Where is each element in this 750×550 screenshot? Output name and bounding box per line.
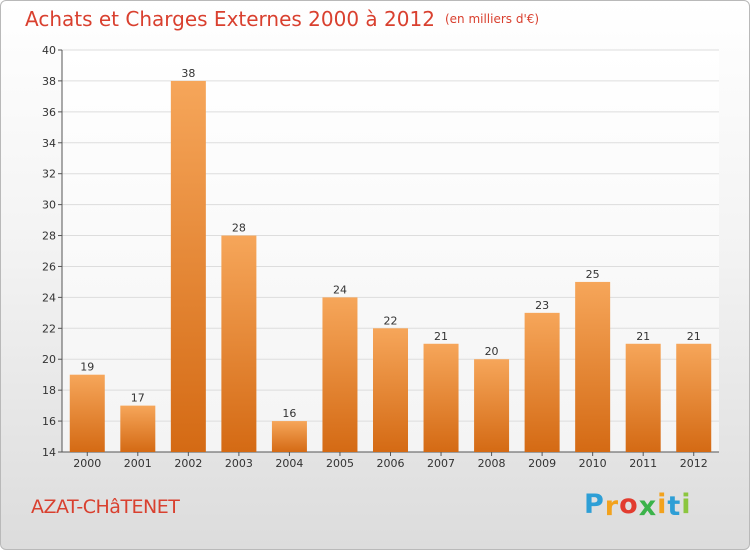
data-label: 22 [384,314,398,327]
y-tick-label: 40 [42,44,56,57]
data-label: 17 [131,392,145,405]
data-label: 19 [80,361,94,374]
data-label: 25 [586,268,600,281]
proxiti-logo: Proxiti [584,489,692,522]
x-tick-label: 2003 [225,457,253,470]
bar [120,405,156,452]
data-label: 23 [535,299,549,312]
logo-letter: x [638,491,658,522]
x-tick-label: 2006 [377,457,405,470]
data-label: 28 [232,222,246,235]
data-label: 16 [282,407,296,420]
x-tick-label: 2002 [174,457,202,470]
bar [524,312,560,452]
logo-letter: o [619,489,639,520]
x-tick-label: 2012 [680,457,708,470]
logo-letter: t [667,491,682,522]
y-tick-label: 38 [42,75,56,88]
plot-area: 14 16 18 20 22 24 26 28 30 32 34 36 38 40 19 2000 17 2001… [42,44,719,470]
bar [69,374,105,452]
logo-letter: i [657,489,668,520]
x-tick-label: 2010 [579,457,607,470]
y-tick-label: 16 [42,415,56,428]
chart-title-text: Achats et Charges Externes 2000 à 2012 [25,7,435,31]
bar [676,343,712,452]
chart-unit: (en milliers d'€) [444,12,540,26]
y-tick-label: 28 [42,230,56,243]
bar [271,421,307,452]
x-tick-label: 2004 [275,457,303,470]
data-label: 38 [181,67,195,80]
x-tick-label: 2008 [478,457,506,470]
data-label: 20 [485,345,499,358]
y-tick-label: 36 [42,106,56,119]
data-label: 21 [636,330,650,343]
logo-letter: i [681,489,692,520]
bar [170,80,206,452]
bar [423,343,459,452]
x-tick-label: 2007 [427,457,455,470]
y-tick-label: 24 [42,291,56,304]
y-tick-label: 32 [42,168,56,181]
x-tick-label: 2000 [73,457,101,470]
bar [322,297,358,452]
logo-letter: r [604,491,620,522]
chart-title: Achats et Charges Externes 2000 à 2012 (e… [25,7,539,31]
commune-name: AZAT-CHâTENET [31,496,180,518]
y-tick-label: 34 [42,137,56,150]
y-tick-label: 26 [42,260,56,273]
y-tick-label: 30 [42,199,56,212]
bar [373,328,408,452]
bar [474,359,510,452]
y-tick-label: 18 [42,384,56,397]
logo-letter: P [584,489,605,520]
y-tick-label: 20 [42,353,56,366]
x-tick-label: 2011 [629,457,657,470]
x-tick-label: 2005 [326,457,354,470]
bar [575,281,611,452]
data-label: 24 [333,283,347,296]
y-tick-label: 14 [42,446,56,459]
y-tick-label: 22 [42,322,56,335]
x-tick-label: 2009 [528,457,556,470]
data-label: 21 [434,330,448,343]
x-tick-label: 2001 [124,457,152,470]
bar [625,343,661,452]
data-label: 21 [687,330,701,343]
bar [221,235,257,452]
